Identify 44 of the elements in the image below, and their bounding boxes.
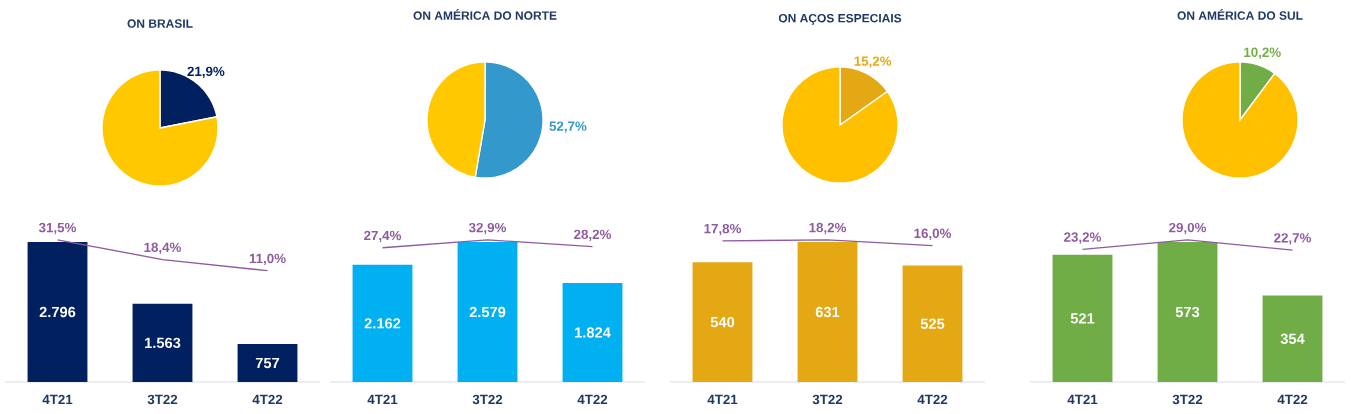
data-label: 354 <box>1280 333 1305 344</box>
x-tick-label: 3T22 <box>147 394 178 405</box>
x-tick-label: 4T22 <box>577 394 608 405</box>
data-label: 23,2% <box>1064 232 1102 244</box>
data-label: 22,7% <box>1274 233 1312 245</box>
data-label: 32,9% <box>468 222 507 235</box>
data-label: 757 <box>255 357 280 369</box>
data-label: 540 <box>710 316 735 328</box>
data-label: 525 <box>920 318 945 329</box>
data-label: 2.796 <box>39 306 76 318</box>
chart-title: ON BRASIL <box>127 19 193 28</box>
data-label: 17,8% <box>704 223 742 236</box>
data-label: 10,2% <box>1244 47 1281 59</box>
data-label: 1.824 <box>575 327 611 338</box>
data-label: 2.579 <box>469 306 506 318</box>
x-tick-label: 4T22 <box>252 394 283 405</box>
chart-title: ON AMÉRICA DO NORTE <box>413 9 557 20</box>
data-label: 2.162 <box>364 318 401 329</box>
data-label: 631 <box>815 306 840 318</box>
data-label: 1.563 <box>145 337 181 349</box>
x-tick-label: 4T21 <box>42 394 73 405</box>
x-tick-label: 4T21 <box>1067 394 1098 405</box>
chart-title: ON AMÉRICA DO SUL <box>1177 9 1303 20</box>
data-label: 29,0% <box>1169 222 1207 235</box>
x-tick-label: 3T22 <box>812 394 843 405</box>
data-label: 16,0% <box>914 228 952 240</box>
x-tick-label: 4T21 <box>367 394 398 405</box>
x-tick-label: 4T22 <box>917 394 948 405</box>
x-tick-label: 4T22 <box>1277 394 1308 405</box>
data-label: 31,5% <box>38 222 77 235</box>
x-tick-label: 3T22 <box>1172 394 1203 405</box>
data-label: 15,2% <box>854 56 892 68</box>
x-tick-label: 3T22 <box>472 394 503 405</box>
data-label: 521 <box>1070 313 1095 324</box>
data-label: 573 <box>1175 306 1200 318</box>
x-tick-label: 4T21 <box>707 394 738 405</box>
data-label: 21,9% <box>187 66 225 79</box>
data-label: 18,4% <box>144 242 182 254</box>
data-label: 18,2% <box>809 222 847 235</box>
chart-title: ON AÇOS ESPECIAIS <box>778 13 902 25</box>
data-label: 28,2% <box>574 229 612 242</box>
data-label: 52,7% <box>549 121 587 133</box>
data-label: 11,0% <box>249 253 286 266</box>
data-label: 27,4% <box>364 230 402 243</box>
